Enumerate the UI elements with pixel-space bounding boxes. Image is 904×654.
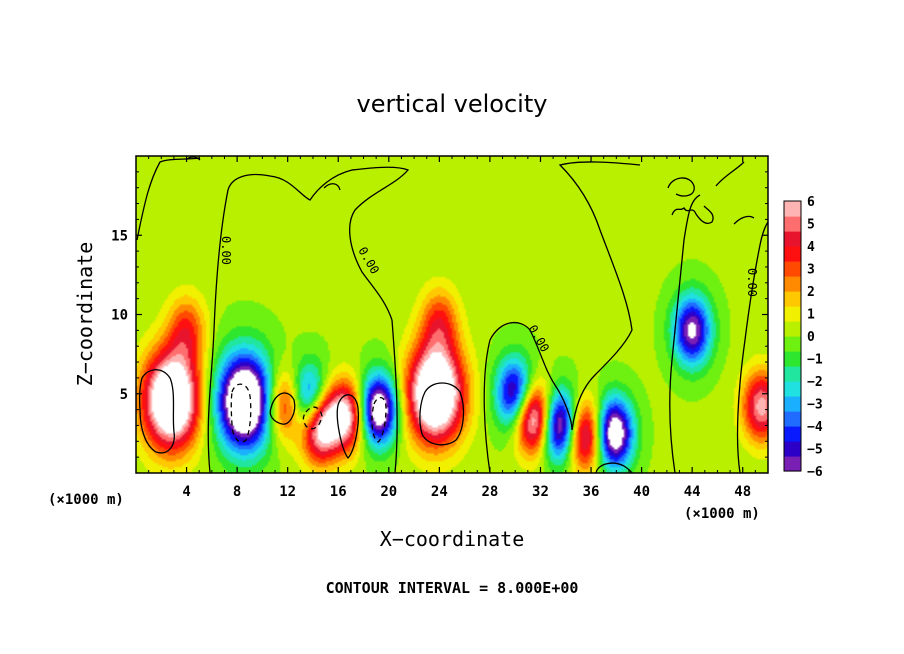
colorbar-swatch bbox=[784, 381, 801, 397]
x-unit-label-right: (×1000 m) bbox=[684, 506, 760, 522]
negative-contour bbox=[230, 383, 252, 443]
colorbar-swatch bbox=[784, 261, 801, 277]
colorbar-swatch bbox=[784, 351, 801, 367]
zero-contour bbox=[736, 221, 768, 473]
x-tick-label: 12 bbox=[279, 484, 296, 500]
colorbar: 6 5 4 3 2 1 0 −1 −2 −3 −4 −5 −6 bbox=[783, 195, 823, 480]
colorbar-swatch bbox=[784, 276, 801, 292]
colorbar-label: −6 bbox=[807, 465, 823, 480]
x-tick-label: 8 bbox=[233, 484, 241, 500]
y-axis-ticks: 5 10 15 bbox=[111, 171, 768, 458]
colorbar-swatch bbox=[784, 456, 801, 472]
colorbar-label: −4 bbox=[807, 420, 823, 435]
colorbar-swatch bbox=[784, 216, 801, 232]
y-tick-label: 15 bbox=[111, 228, 128, 244]
negative-contour bbox=[371, 397, 387, 443]
colorbar-labels: 6 5 4 3 2 1 0 −1 −2 −3 −4 −5 −6 bbox=[807, 195, 823, 480]
zero-contour bbox=[391, 319, 398, 473]
colorbar-swatch bbox=[784, 396, 801, 412]
colorbar-swatch bbox=[784, 321, 801, 337]
x-unit-label-left: (×1000 m) bbox=[48, 492, 124, 508]
x-tick-label: 24 bbox=[431, 484, 448, 500]
colorbar-swatch bbox=[784, 291, 801, 307]
zero-contour bbox=[207, 166, 410, 473]
contour-interval-note: CONTOUR INTERVAL = 8.000E+00 bbox=[326, 579, 579, 597]
x-tick-label: 32 bbox=[532, 484, 549, 500]
colorbar-label: 0 bbox=[807, 330, 815, 345]
positive-contour bbox=[419, 382, 465, 446]
colorbar-label: 1 bbox=[807, 308, 815, 323]
x-tick-label: 16 bbox=[330, 484, 347, 500]
zero-contour bbox=[323, 183, 341, 191]
x-tick-label: 28 bbox=[481, 484, 498, 500]
colorbar-label: 2 bbox=[807, 285, 815, 300]
colorbar-swatch bbox=[784, 336, 801, 352]
zero-contour bbox=[336, 394, 360, 459]
velocity-field bbox=[136, 156, 768, 473]
contour-lines bbox=[136, 156, 768, 473]
negative-contour bbox=[302, 406, 323, 430]
zero-contour bbox=[671, 205, 714, 224]
y-tick-label: 10 bbox=[111, 308, 128, 324]
colorbar-label: 5 bbox=[807, 218, 815, 233]
colorbar-swatch bbox=[784, 201, 801, 217]
positive-contour bbox=[138, 369, 175, 454]
colorbar-label: −2 bbox=[807, 375, 823, 390]
x-tick-label: 4 bbox=[182, 484, 190, 500]
x-tick-label: 44 bbox=[684, 484, 701, 500]
colorbar-swatch bbox=[784, 426, 801, 442]
colorbar-frame bbox=[783, 200, 802, 472]
zero-contour bbox=[136, 157, 201, 241]
zero-contour bbox=[483, 161, 641, 473]
colorbar-swatch bbox=[784, 246, 801, 262]
x-tick-label: 36 bbox=[583, 484, 600, 500]
zero-contour bbox=[667, 177, 695, 197]
contour-label: 0.00 bbox=[219, 236, 233, 265]
colorbar-swatches bbox=[784, 201, 801, 472]
colorbar-swatch bbox=[784, 231, 801, 247]
colorbar-label: −3 bbox=[807, 398, 823, 413]
y-tick-label: 5 bbox=[120, 387, 128, 403]
colorbar-swatch bbox=[784, 306, 801, 322]
colorbar-label: 4 bbox=[807, 240, 815, 255]
zero-contour bbox=[715, 161, 745, 187]
colorbar-swatch bbox=[784, 411, 801, 427]
plot-area: 0.00 0.00 0.00 0.00 4 8 12 16 20 24 28 32 36 40 44… bbox=[111, 155, 769, 500]
contour-label: 0.00 bbox=[745, 268, 759, 297]
colorbar-swatch bbox=[784, 441, 801, 457]
colorbar-label: −1 bbox=[807, 353, 823, 368]
x-tick-label: 40 bbox=[633, 484, 650, 500]
chart-title: vertical velocity bbox=[357, 90, 548, 118]
colorbar-label: 3 bbox=[807, 263, 815, 278]
x-tick-label: 48 bbox=[734, 484, 751, 500]
x-tick-label: 20 bbox=[380, 484, 397, 500]
colorbar-label: 6 bbox=[807, 195, 815, 210]
zero-contour bbox=[669, 194, 701, 473]
x-axis-label: X−coordinate bbox=[380, 527, 525, 551]
colorbar-swatch bbox=[784, 366, 801, 382]
colorbar-label: −5 bbox=[807, 443, 823, 458]
zero-contour bbox=[733, 215, 755, 225]
x-axis-ticks: 4 8 12 16 20 24 28 32 36 40 44 48 bbox=[148, 156, 756, 500]
y-axis-label: Z−coordinate bbox=[73, 242, 97, 387]
zero-contour bbox=[269, 392, 296, 425]
